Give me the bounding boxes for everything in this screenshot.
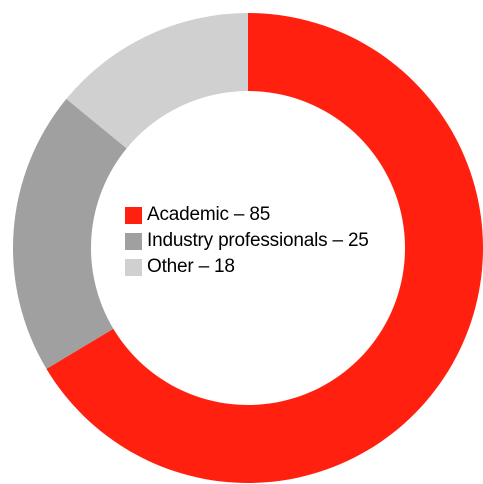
- legend-item-industry-professionals: Industry professionals – 25: [125, 227, 369, 255]
- donut-slice-academic: [46, 13, 483, 483]
- legend-swatch-industry-professionals: [125, 232, 142, 250]
- legend-item-academic: Academic – 85: [125, 201, 369, 229]
- legend-swatch-other: [125, 258, 142, 276]
- legend-label-other: Other – 18: [147, 256, 235, 277]
- legend-swatch-academic: [125, 206, 142, 224]
- legend-label-industry-professionals: Industry professionals – 25: [147, 230, 369, 251]
- donut-slice-other: [66, 13, 248, 149]
- donut-slice-industry-professionals: [13, 98, 127, 369]
- donut-slices: [13, 13, 483, 483]
- legend: Academic – 85 Industry professionals – 2…: [125, 201, 369, 279]
- legend-label-academic: Academic – 85: [147, 204, 271, 225]
- legend-item-other: Other – 18: [125, 253, 369, 281]
